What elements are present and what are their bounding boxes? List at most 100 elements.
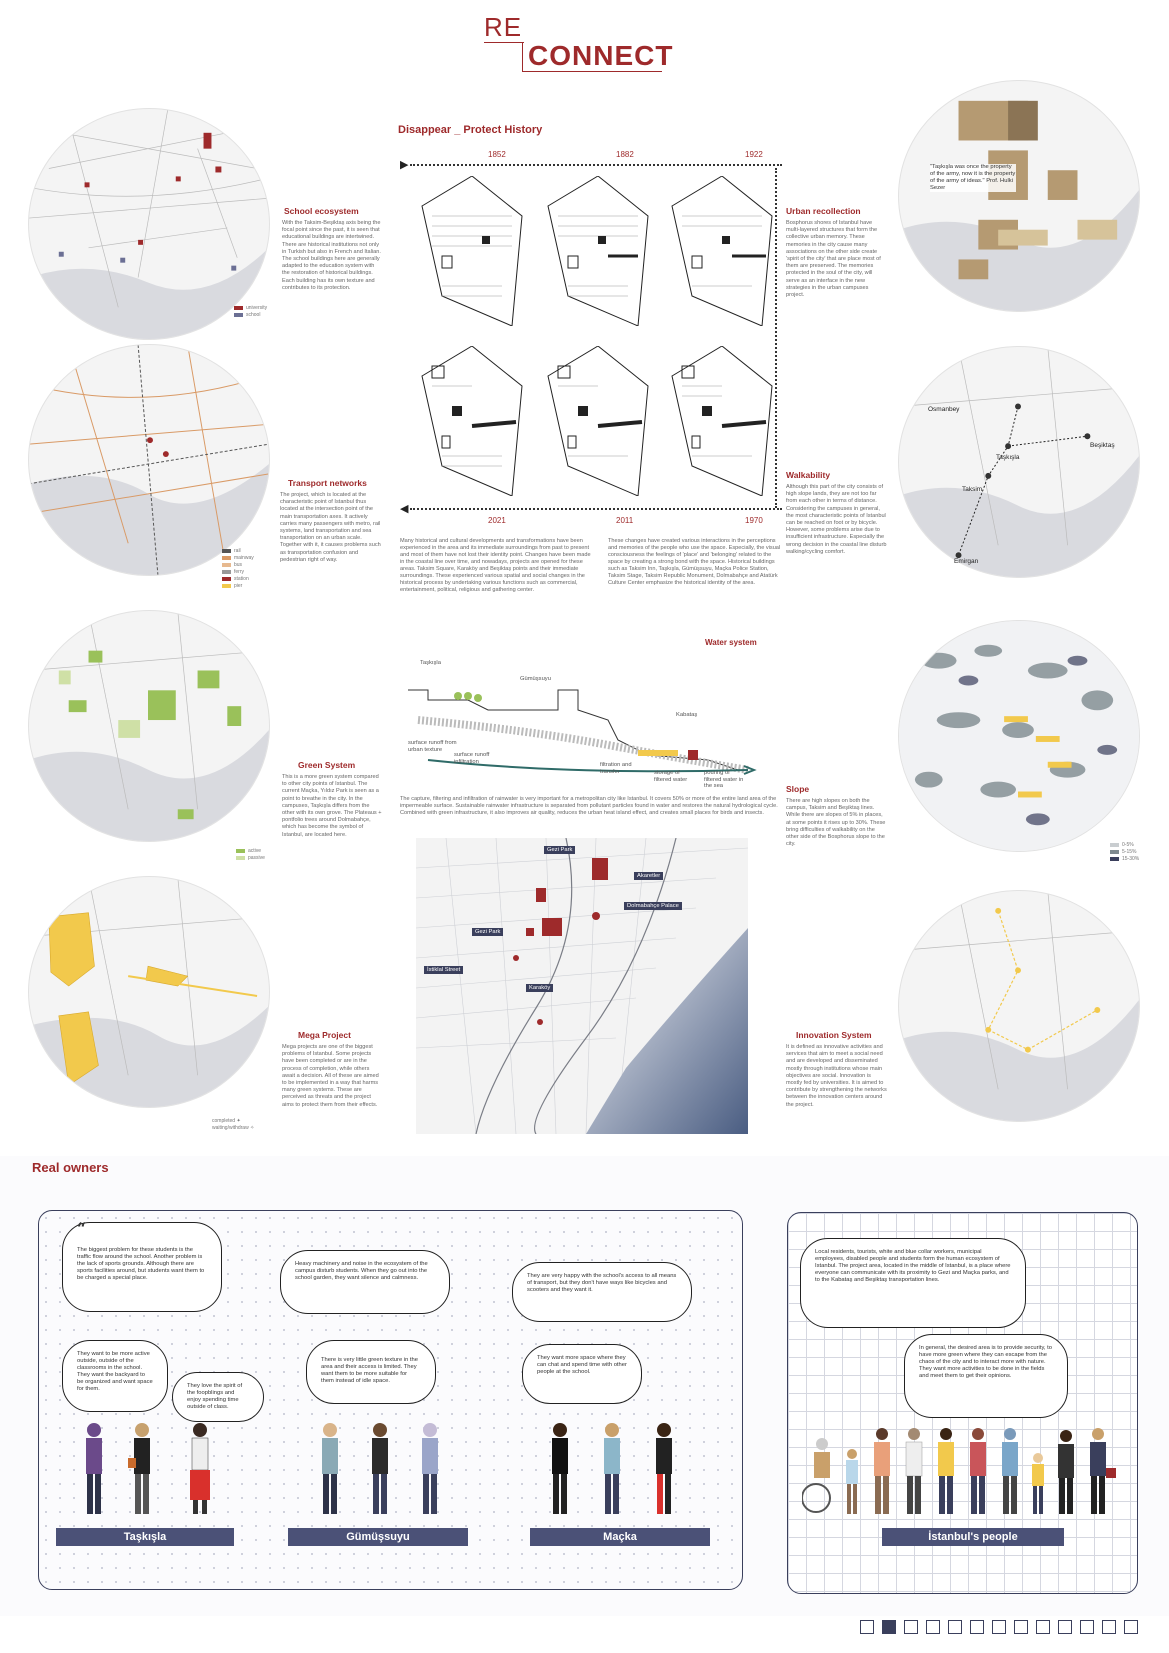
walk-place-emirgan: Emirgan (954, 558, 979, 565)
water-label-filtration: filtration and transfer (600, 762, 632, 775)
water-title: Water system (705, 638, 757, 647)
title-divider-v (522, 42, 523, 72)
quote-open-icon: “ (77, 1219, 87, 1238)
transport-text: The project, which is located at the cha… (280, 492, 381, 563)
map-tag-akaretler: Akaretler (634, 872, 664, 880)
istanbul-quote-2: In general, the desired area is to provi… (919, 1345, 1052, 1379)
legend-active: active (248, 848, 262, 854)
walkability-map (898, 346, 1140, 578)
legend-completed: completed (212, 1118, 236, 1124)
page-square[interactable] (1036, 1620, 1050, 1634)
transport-legend: rail mainway bus ferry station pier (222, 548, 254, 590)
school-legend: university school (234, 305, 267, 319)
macka-bubble-1: They are very happy with the school's ac… (512, 1262, 692, 1322)
transport-map (28, 344, 270, 576)
history-map-1970 (662, 346, 778, 496)
legend-school: school (246, 312, 261, 318)
page-square[interactable] (970, 1620, 984, 1634)
legend-university: university (246, 305, 268, 311)
slope-map (898, 620, 1140, 852)
page-square[interactable] (948, 1620, 962, 1634)
completed-icon: ✦ (236, 1118, 241, 1124)
label-gumussuyu: Gümüşsuyu (288, 1528, 468, 1546)
page-square[interactable] (904, 1620, 918, 1634)
taskisla-quote-3: They love the spirit of the foopblings a… (187, 1383, 243, 1410)
title-divider-h1 (484, 42, 524, 43)
history-map-1922 (662, 176, 778, 326)
water-label-runoff-urban: surface runoff from urban texture (408, 740, 457, 753)
legend-slope-2: 5-15% (1122, 849, 1137, 855)
waiting-icon: ✧ (250, 1125, 255, 1131)
legend-bus: bus (234, 562, 243, 568)
istanbul-bubble-2: In general, the desired area is to provi… (904, 1334, 1068, 1418)
school-text: With the Taksim-Beşiktaş axis being the … (282, 220, 381, 291)
page-square[interactable] (1102, 1620, 1116, 1634)
walk-text: Although this part of the city consists … (786, 484, 887, 555)
green-title: Green System (298, 760, 356, 770)
page-square[interactable] (1124, 1620, 1138, 1634)
map-tag-karakoy: Karaköy (526, 984, 554, 992)
gumussuyu-bubble-1: Heavy machinery and noise in the ecosyst… (280, 1250, 450, 1314)
urban-quote: "Taşkışla was once the property of the a… (930, 164, 1016, 192)
macka-students-illustration (540, 1418, 690, 1518)
page-square[interactable] (1080, 1620, 1094, 1634)
page-square[interactable] (860, 1620, 874, 1634)
taskisla-quote-1: The biggest problem for these students i… (77, 1247, 205, 1281)
taskisla-bubble-2: They want to be more active outside, out… (62, 1340, 168, 1412)
year-1882: 1882 (616, 150, 634, 159)
timeline-top (410, 164, 782, 166)
label-taskisla: Taşkışla (56, 1528, 234, 1546)
arrow-left-icon: ◀ (400, 503, 409, 515)
gumussuyu-quote-1: Heavy machinery and noise in the ecosyst… (295, 1261, 428, 1281)
mega-legend: completed ✦ waiting/withdraw ✧ (212, 1118, 254, 1132)
legend-slope-3: 15-30% (1122, 856, 1140, 862)
gumussuyu-bubble-2: There is very little green texture in th… (306, 1340, 436, 1404)
walk-place-osmanbey: Osmanbey (928, 406, 960, 413)
legend-slope-1: 0-5% (1122, 842, 1134, 848)
slope-text: There are high slopes on both the campus… (786, 798, 886, 848)
timeline-right (775, 168, 777, 508)
page-square[interactable] (1014, 1620, 1028, 1634)
water-label-gumussuyu: Gümüşsuyu (520, 676, 551, 682)
history-text-left: Many historical and cultural development… (400, 538, 591, 593)
page-square[interactable] (926, 1620, 940, 1634)
year-2021: 2021 (488, 516, 506, 525)
title-connect: CONNECT (528, 40, 674, 71)
arrow-right-icon: ▶ (400, 159, 409, 171)
taskisla-quote-2: They want to be more active outside, out… (77, 1351, 153, 1392)
innovation-text: It is defined as innovative activities a… (786, 1044, 887, 1108)
history-map-2021 (412, 346, 528, 496)
year-1852: 1852 (488, 150, 506, 159)
history-title: Disappear _ Protect History (398, 124, 543, 136)
school-title: School ecosystem (284, 206, 359, 216)
map-tag-istiklal: İstiklal Street (424, 966, 464, 974)
gumussuyu-quote-2: There is very little green texture in th… (321, 1357, 418, 1384)
page-square[interactable] (1058, 1620, 1072, 1634)
campus-area-map: Gezi Park Akaretler Dolmabahçe Palace Ge… (416, 838, 748, 1134)
year-1970: 1970 (745, 516, 763, 525)
legend-passive: passive (248, 855, 265, 861)
legend-mainway: mainway (234, 555, 254, 561)
walk-place-taksim: Taksim (962, 486, 983, 493)
slope-title: Slope (786, 784, 810, 794)
title-divider-h2 (522, 71, 662, 72)
mega-text: Mega projects are one of the biggest pro… (282, 1044, 379, 1108)
green-text: This is a more green system compared to … (282, 774, 382, 838)
taskisla-bubble-3: They love the spirit of the foopblings a… (172, 1372, 264, 1422)
page-square[interactable] (992, 1620, 1006, 1634)
legend-pier: pier (234, 583, 243, 589)
green-legend: active passive (236, 848, 265, 862)
istanbul-quote-1: Local residents, tourists, white and blu… (815, 1249, 1011, 1283)
title-re: RE (484, 12, 523, 42)
page-square[interactable] (882, 1620, 896, 1634)
slope-legend: 0-5% 5-15% 15-30% (1110, 842, 1139, 863)
macka-bubble-2: They want more space where they can chat… (522, 1344, 642, 1404)
istanbul-people-illustration (801, 1424, 1122, 1518)
mega-project-map (28, 876, 270, 1108)
water-label-taskisla: Taşkışla (420, 660, 441, 666)
history-map-1882 (538, 176, 654, 326)
map-tag-gezi-park-1: Gezi Park (544, 846, 576, 854)
walk-title: Walkability (786, 470, 831, 480)
walk-place-taskisla: Taşkışla (996, 454, 1020, 461)
urban-title: Urban recollection (786, 206, 861, 216)
